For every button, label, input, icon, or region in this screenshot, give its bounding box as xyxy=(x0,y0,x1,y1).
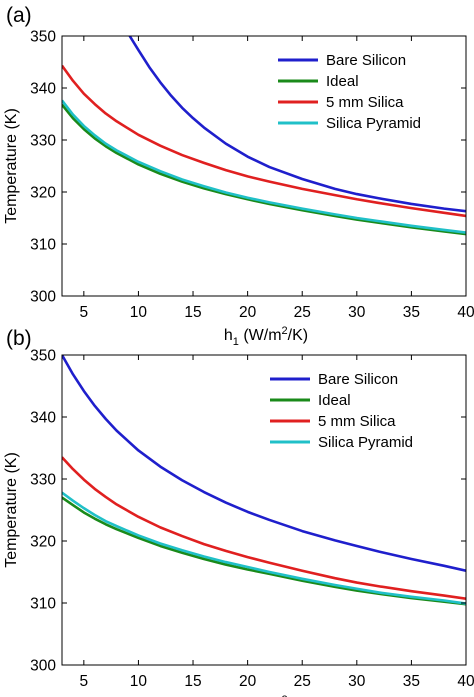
x-tick-label: 5 xyxy=(80,673,89,690)
legend-label: Silica Pyramid xyxy=(326,115,421,132)
y-axis-label: Temperature (K) xyxy=(3,452,20,568)
x-tick-label: 5 xyxy=(80,304,89,321)
x-tick-label: 35 xyxy=(403,304,420,321)
x-tick-label: 25 xyxy=(294,673,311,690)
legend-label: Silica Pyramid xyxy=(318,434,413,451)
x-tick-label: 15 xyxy=(184,673,201,690)
panel-label: (a) xyxy=(6,4,32,27)
legend-label: Bare Silicon xyxy=(318,371,398,388)
series-line-ideal xyxy=(62,103,466,236)
y-tick-label: 320 xyxy=(30,534,56,551)
x-tick-label: 40 xyxy=(457,304,474,321)
series-line-silica-pyramid xyxy=(62,491,466,605)
x-axis-label: h1 (W/m2/K) xyxy=(224,325,308,348)
legend-label: 5 mm Silica xyxy=(318,413,396,430)
panel-label: (b) xyxy=(6,327,32,350)
series-line-bare-silicon xyxy=(62,355,466,573)
chart-panel-a: (a) 5 10 15 20 25 30 35 40 300 310 320 330 340 350 h1 (… xyxy=(3,4,474,348)
y-tick-label: 300 xyxy=(30,289,56,306)
y-tick-label: 310 xyxy=(30,237,56,254)
series-line-5-mm-silica xyxy=(62,456,466,600)
legend-label: Ideal xyxy=(318,392,351,409)
y-tick-label: 320 xyxy=(30,185,56,202)
x-tick-label: 35 xyxy=(403,673,420,690)
x-tick-label: 25 xyxy=(294,304,311,321)
chart-panel-b: (b)510152025303540300310320330340350h2 (… xyxy=(3,327,474,697)
y-axis-label: Temperature (K) xyxy=(3,108,20,224)
x-tick-label: 10 xyxy=(130,673,148,690)
x-tick-label: 20 xyxy=(239,304,257,321)
x-tick-label: 30 xyxy=(348,673,366,690)
series-line-5-mm-silica xyxy=(62,64,466,218)
series-line-ideal xyxy=(62,496,466,606)
legend-label: Bare Silicon xyxy=(326,52,406,69)
y-tick-label: 330 xyxy=(30,472,56,489)
series-line-bare-silicon xyxy=(128,36,466,213)
y-tick-label: 350 xyxy=(30,348,56,365)
legend: Bare Silicon Ideal 5 mm Silica Silica Pyram… xyxy=(261,364,461,460)
y-tick-label: 330 xyxy=(30,133,56,150)
y-tick-label: 340 xyxy=(30,410,56,427)
x-tick-label: 30 xyxy=(348,304,366,321)
legend-label: 5 mm Silica xyxy=(326,94,404,111)
legend: Bare Silicon Ideal 5 mm Silica Silica Pyram… xyxy=(269,45,461,141)
legend-label: Ideal xyxy=(326,73,359,90)
x-tick-label: 15 xyxy=(184,304,201,321)
series-line-silica-pyramid xyxy=(62,99,466,234)
y-tick-label: 310 xyxy=(30,596,56,613)
x-tick-label: 40 xyxy=(457,673,474,690)
y-tick-label: 340 xyxy=(30,81,56,98)
y-tick-label: 300 xyxy=(30,658,56,675)
plot-frame xyxy=(61,354,467,666)
x-tick-label: 20 xyxy=(239,673,257,690)
x-tick-label: 10 xyxy=(130,304,148,321)
plot-frame xyxy=(61,35,467,297)
y-tick-label: 350 xyxy=(30,29,56,46)
